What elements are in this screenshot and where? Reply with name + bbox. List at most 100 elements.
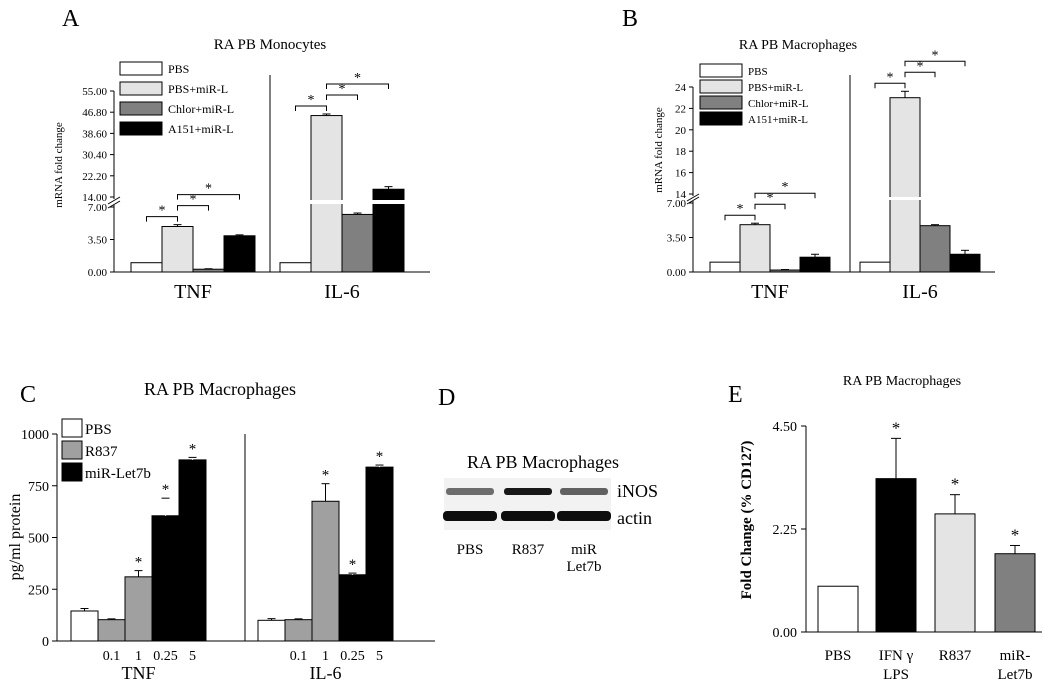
bar [97, 619, 126, 642]
legend-label: PBS [168, 62, 189, 76]
significance-bracket [295, 105, 327, 112]
significance-star: * [159, 204, 166, 219]
significance-star: * [135, 555, 143, 571]
bar [769, 269, 801, 273]
y-tick-label: 20 [675, 125, 687, 137]
bar [889, 97, 921, 273]
panel-title-c: RA PB Macrophages [144, 379, 296, 399]
y-axis-label: pg/ml protein [7, 494, 24, 581]
inos-band [446, 488, 494, 495]
y-tick-label: 22 [675, 103, 686, 115]
significance-bracket [874, 82, 906, 89]
bar [279, 262, 312, 273]
y-tick-label: 24 [675, 82, 687, 94]
x-group-label: TNF [121, 663, 155, 683]
bar [178, 459, 207, 642]
panel-title-a: RA PB Monocytes [214, 37, 327, 53]
y-tick-label: 2.25 [773, 523, 798, 538]
bar [949, 253, 981, 273]
actin-band [501, 511, 555, 521]
bar [223, 235, 256, 273]
bar [284, 619, 313, 642]
y-tick-label: 38.60 [82, 128, 107, 140]
y-tick-label: 3.50 [667, 233, 687, 245]
blot-membrane [444, 478, 611, 530]
legend-label: miR-Let7b [85, 466, 151, 482]
x-tick-label: PBS [825, 648, 852, 664]
panel-letter-b: B [622, 6, 638, 32]
dose-label: 0.1 [290, 649, 308, 664]
significance-star: * [376, 449, 384, 465]
lane-label: PBS [457, 542, 484, 558]
dose-label: 1 [135, 649, 142, 664]
band-label-inos: iNOS [617, 481, 658, 501]
significance-bracket [326, 94, 358, 101]
significance-star: * [951, 475, 960, 494]
bar [859, 261, 891, 273]
significance-star: * [354, 71, 361, 86]
bar [919, 225, 951, 273]
legend-label: R837 [85, 444, 118, 460]
panel-letter-a: A [62, 6, 80, 32]
dose-label: 5 [189, 649, 196, 664]
bar [311, 500, 340, 642]
bar [161, 226, 194, 273]
x-group-label: IL-6 [902, 281, 938, 303]
y-tick-label: 55.00 [82, 86, 107, 98]
significance-star: * [737, 202, 744, 217]
inos-band [504, 488, 552, 495]
legend-swatch [61, 440, 83, 460]
y-tick-label: 0.00 [773, 626, 798, 641]
y-tick-label: 14 [675, 189, 687, 201]
significance-bracket [904, 71, 936, 78]
legend-swatch [119, 61, 163, 76]
x-tick-label: IFN γ LPS [879, 648, 914, 683]
significance-star: * [205, 182, 212, 197]
band-label-actin: actin [617, 508, 652, 528]
y-tick-label: 3.50 [88, 235, 108, 247]
y-tick-label: 4.50 [773, 420, 798, 435]
bar [365, 466, 394, 642]
lane-label: miR Let7b [567, 542, 602, 575]
bar [341, 213, 374, 273]
actin-band [443, 511, 497, 521]
significance-bracket [724, 214, 756, 221]
x-group-label: TNF [174, 281, 212, 303]
legend-swatch [699, 79, 743, 94]
significance-star: * [322, 468, 330, 484]
bar [338, 574, 367, 642]
x-group-label: IL-6 [310, 663, 342, 683]
significance-bracket [177, 194, 240, 200]
bar [124, 576, 153, 642]
bar [130, 262, 163, 273]
significance-star: * [932, 48, 939, 63]
legend-label: A151+miR-L [748, 114, 808, 126]
legend-swatch [119, 101, 163, 116]
legend-label: Chlor+miR-L [748, 98, 809, 110]
panel-title-d: RA PB Macrophages [467, 452, 619, 472]
legend-label: A151+miR-L [168, 122, 233, 136]
significance-star: * [887, 70, 894, 85]
bar [994, 553, 1036, 633]
significance-star: * [339, 82, 346, 97]
dose-label: 5 [376, 649, 383, 664]
significance-bracket [146, 216, 178, 222]
legend-swatch [61, 462, 83, 482]
significance-star: * [1011, 525, 1020, 544]
significance-star: * [917, 59, 924, 74]
bar [70, 610, 99, 642]
legend-swatch [119, 81, 163, 96]
y-tick-label: 0.00 [667, 267, 687, 279]
y-tick-label: 7.00 [88, 202, 108, 214]
y-axis-label: mRNA fold change [653, 107, 665, 193]
y-tick-label: 14.00 [82, 192, 107, 204]
legend-label: Chlor+miR-L [168, 102, 234, 116]
y-tick-label: 22.20 [82, 171, 107, 183]
panel-e-chart: 0.00 2.25 4.50 Fold Change (% CD127) PBS * IFN… [739, 418, 1042, 683]
significance-star: * [190, 193, 197, 208]
significance-star: * [892, 418, 901, 437]
y-tick-label: 250 [28, 583, 49, 598]
legend-label: PBS+miR-L [168, 82, 228, 96]
